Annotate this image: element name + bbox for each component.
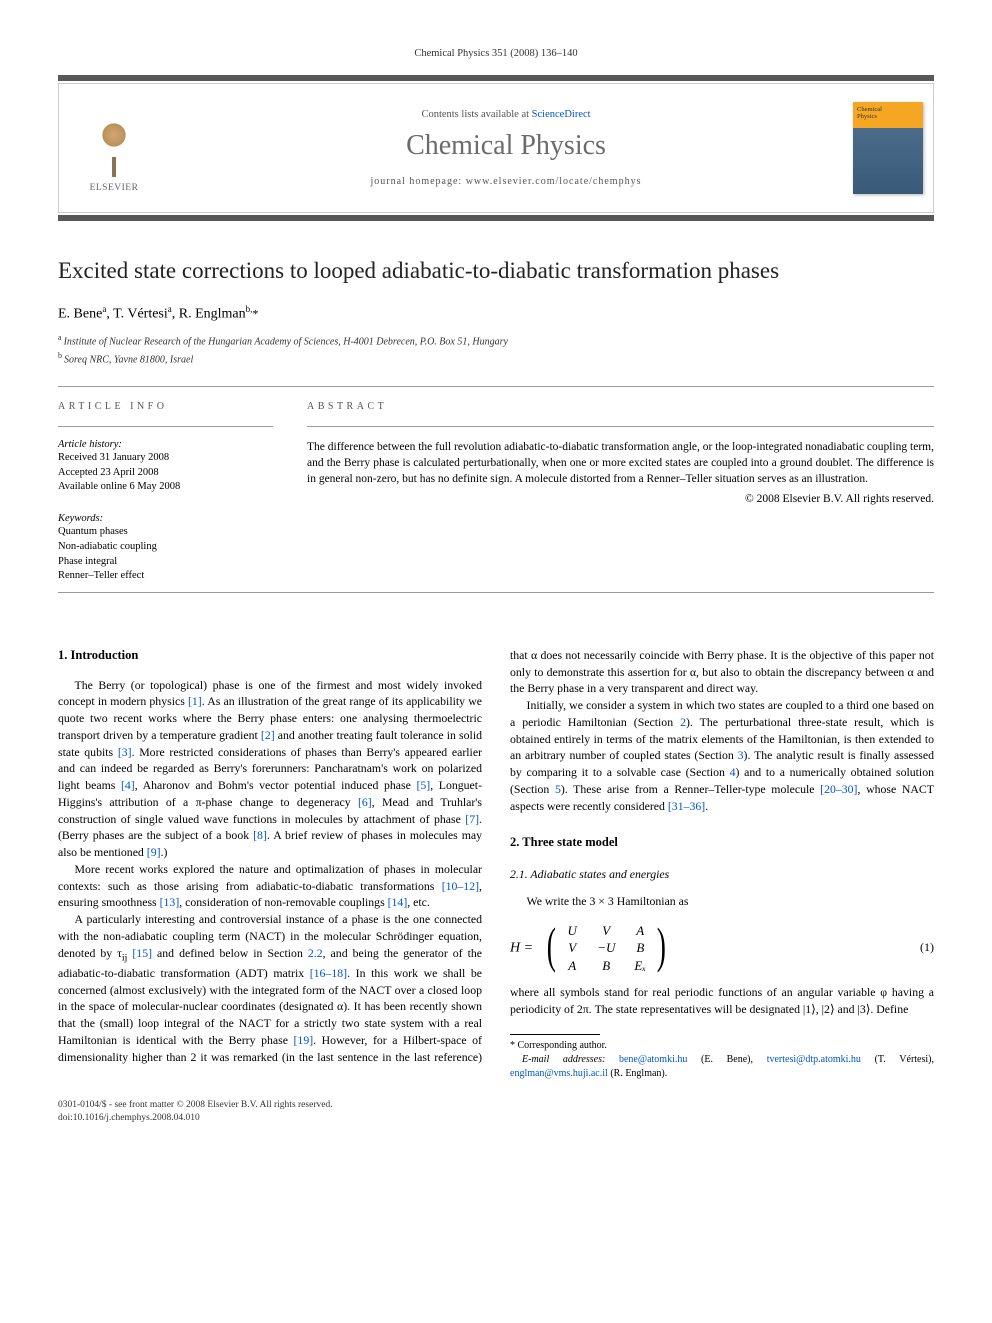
footer-doi: doi:10.1016/j.chemphys.2008.04.010 bbox=[58, 1112, 934, 1125]
header-rule-bottom bbox=[58, 215, 934, 221]
email-link-2[interactable]: tvertesi@dtp.atomki.hu bbox=[767, 1054, 861, 1065]
affiliation-b: bSoreq NRC, Yavne 81800, Israel bbox=[58, 350, 934, 368]
sec-ref-2-2[interactable]: 2.2 bbox=[308, 946, 323, 960]
para-4: Initially, we consider a system in which… bbox=[510, 697, 934, 814]
cite-20-30[interactable]: [20–30] bbox=[820, 782, 857, 796]
para-1: The Berry (or topological) phase is one … bbox=[58, 677, 482, 861]
para-5: We write the 3 × 3 Hamiltonian as bbox=[510, 893, 934, 910]
footnote-corresponding: * Corresponding author. bbox=[510, 1039, 934, 1053]
cite-14[interactable]: [14] bbox=[388, 895, 408, 909]
sciencedirect-link[interactable]: ScienceDirect bbox=[532, 109, 591, 120]
footnote-emails: E-mail addresses: bene@atomki.hu (E. Ben… bbox=[510, 1053, 934, 1081]
paren-left-icon: ( bbox=[546, 920, 555, 977]
header-center: Contents lists available at ScienceDirec… bbox=[169, 84, 843, 212]
cite-7[interactable]: [7] bbox=[465, 812, 479, 826]
contents-prefix: Contents lists available at bbox=[421, 109, 531, 120]
email-link-3[interactable]: englman@vms.huji.ac.il bbox=[510, 1068, 608, 1079]
cite-3[interactable]: [3] bbox=[118, 745, 132, 759]
author-1-aff: a bbox=[102, 304, 106, 314]
elsevier-logo: ELSEVIER bbox=[75, 103, 153, 193]
cite-13[interactable]: [13] bbox=[160, 895, 180, 909]
eq1-matrix: ( UVA V−UB ABEₓ ) bbox=[543, 920, 670, 977]
divider-bottom bbox=[58, 592, 934, 593]
info-divider bbox=[58, 426, 273, 427]
footer-front-matter: 0301-0104/$ - see front matter © 2008 El… bbox=[58, 1099, 934, 1112]
author-2-aff: a bbox=[168, 304, 172, 314]
keywords-head: Keywords: bbox=[58, 513, 273, 524]
cover-cell: ChemicalPhysics bbox=[843, 84, 933, 212]
history-accepted: Accepted 23 April 2008 bbox=[58, 466, 273, 481]
cite-10-12[interactable]: [10–12] bbox=[442, 879, 479, 893]
header-rule-top bbox=[58, 75, 934, 81]
cite-5[interactable]: [5] bbox=[416, 778, 430, 792]
journal-cover-thumbnail: ChemicalPhysics bbox=[853, 102, 923, 194]
article-info-column: ARTICLE INFO Article history: Received 3… bbox=[58, 401, 273, 584]
author-list: E. Benea, T. Vértesia, R. Englmanb,* bbox=[58, 304, 934, 323]
elsevier-tree-icon bbox=[86, 121, 142, 177]
abstract-divider bbox=[307, 426, 934, 427]
abstract-label: ABSTRACT bbox=[307, 401, 934, 412]
equation-1: H = ( UVA V−UB ABEₓ ) (1) bbox=[510, 920, 934, 977]
abstract-copyright: © 2008 Elsevier B.V. All rights reserved… bbox=[307, 493, 934, 505]
contents-lists-line: Contents lists available at ScienceDirec… bbox=[421, 109, 590, 120]
history-received: Received 31 January 2008 bbox=[58, 451, 273, 466]
footnote-separator bbox=[510, 1034, 600, 1035]
cite-31-36[interactable]: [31–36] bbox=[668, 799, 705, 813]
author-2: T. Vértesi bbox=[113, 306, 168, 321]
article-title: Excited state corrections to looped adia… bbox=[58, 257, 934, 286]
body-two-column: 1. Introduction The Berry (or topologica… bbox=[58, 647, 934, 1081]
section-2-1-heading: 2.1. Adiabatic states and energies bbox=[510, 866, 934, 883]
publisher-logo-cell: ELSEVIER bbox=[59, 84, 169, 212]
cite-9[interactable]: [9] bbox=[147, 845, 161, 859]
eq1-number: (1) bbox=[920, 939, 934, 956]
affiliation-a: aInstitute of Nuclear Research of the Hu… bbox=[58, 332, 934, 350]
article-info-label: ARTICLE INFO bbox=[58, 401, 273, 412]
paren-right-icon: ) bbox=[657, 920, 666, 977]
elsevier-text: ELSEVIER bbox=[90, 183, 139, 193]
cite-4[interactable]: [4] bbox=[121, 778, 135, 792]
author-3: R. Englman bbox=[179, 306, 246, 321]
journal-name: Chemical Physics bbox=[406, 130, 606, 162]
keyword-4: Renner–Teller effect bbox=[58, 569, 273, 584]
corresponding-mark: * bbox=[252, 306, 258, 320]
cite-19[interactable]: [19] bbox=[294, 1033, 314, 1047]
keyword-1: Quantum phases bbox=[58, 525, 273, 540]
history-online: Available online 6 May 2008 bbox=[58, 480, 273, 495]
section-1-heading: 1. Introduction bbox=[58, 647, 482, 665]
cite-16-18[interactable]: [16–18] bbox=[310, 966, 347, 980]
cite-8[interactable]: [8] bbox=[253, 828, 267, 842]
cite-1[interactable]: [1] bbox=[188, 694, 202, 708]
affiliations: aInstitute of Nuclear Research of the Hu… bbox=[58, 332, 934, 368]
cover-label: ChemicalPhysics bbox=[857, 106, 882, 120]
cite-15[interactable]: [15] bbox=[132, 946, 152, 960]
page-footer: 0301-0104/$ - see front matter © 2008 El… bbox=[58, 1099, 934, 1125]
footnotes: * Corresponding author. E-mail addresses… bbox=[510, 1039, 934, 1081]
history-head: Article history: bbox=[58, 439, 273, 450]
keyword-3: Phase integral bbox=[58, 555, 273, 570]
email-link-1[interactable]: bene@atomki.hu bbox=[619, 1054, 687, 1065]
author-1: E. Bene bbox=[58, 306, 102, 321]
journal-header: ELSEVIER Contents lists available at Sci… bbox=[58, 83, 934, 213]
journal-homepage: journal homepage: www.elsevier.com/locat… bbox=[371, 176, 642, 187]
section-2-heading: 2. Three state model bbox=[510, 834, 934, 852]
journal-reference: Chemical Physics 351 (2008) 136–140 bbox=[58, 48, 934, 59]
keyword-2: Non-adiabatic coupling bbox=[58, 540, 273, 555]
para-6: where all symbols stand for real periodi… bbox=[510, 984, 934, 1018]
cite-2[interactable]: [2] bbox=[261, 728, 275, 742]
eq1-lhs: H = bbox=[510, 940, 537, 955]
divider-top bbox=[58, 386, 934, 387]
para-2: More recent works explored the nature an… bbox=[58, 861, 482, 911]
abstract-column: ABSTRACT The difference between the full… bbox=[307, 401, 934, 584]
cite-6[interactable]: [6] bbox=[358, 795, 372, 809]
abstract-text: The difference between the full revoluti… bbox=[307, 439, 934, 487]
